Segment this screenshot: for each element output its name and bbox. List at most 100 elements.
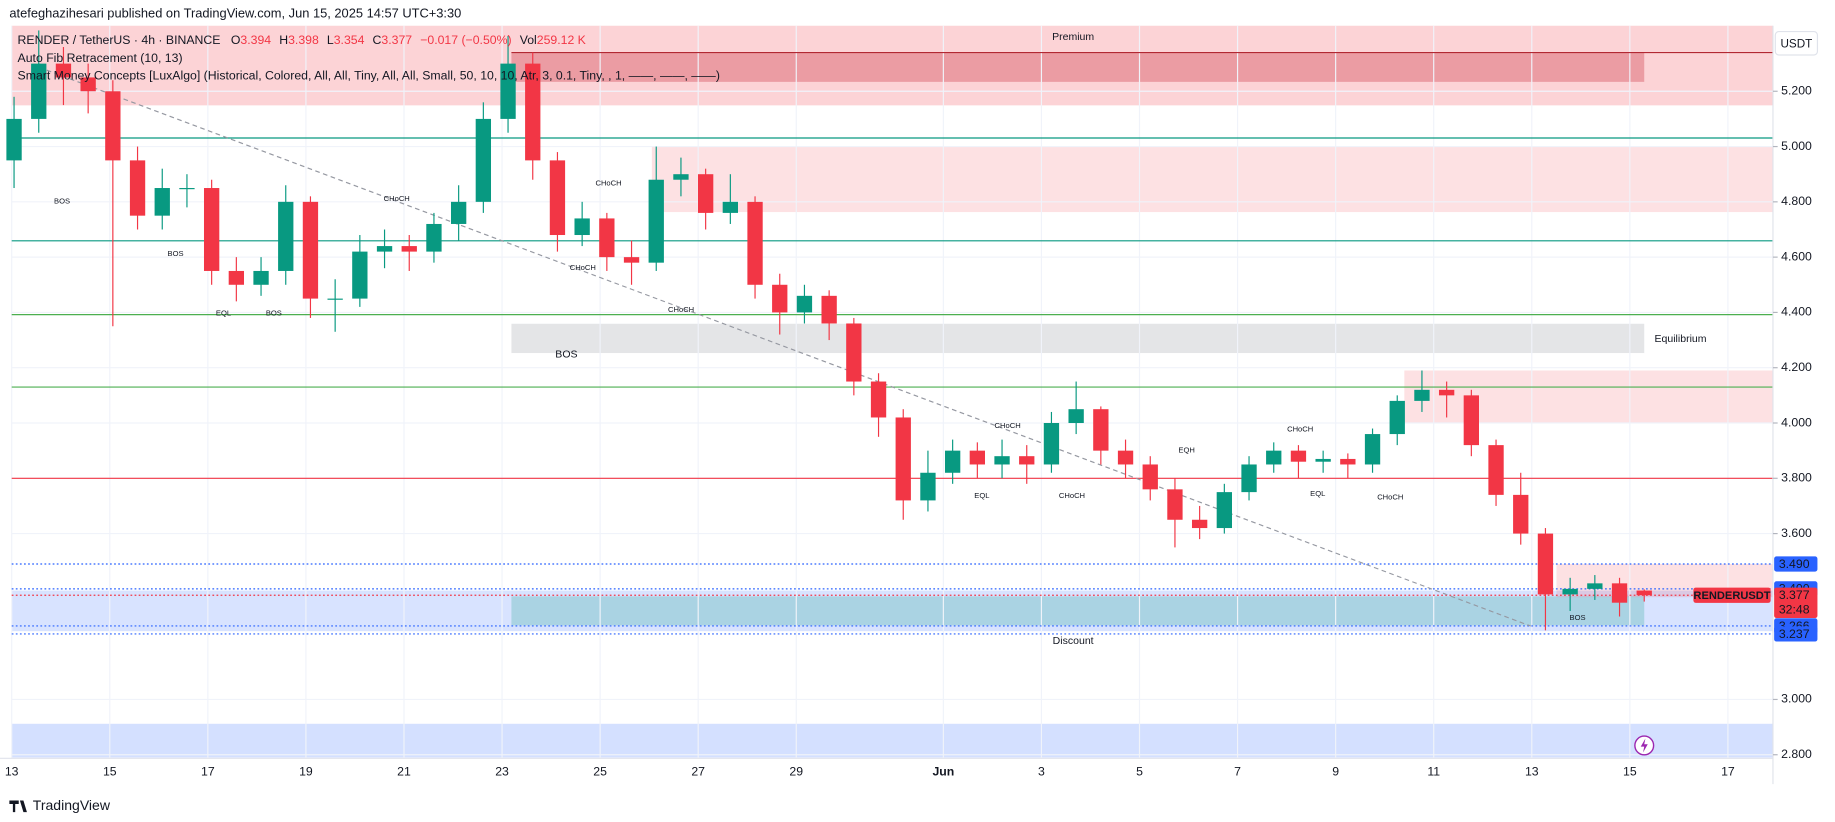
candles <box>6 30 1652 631</box>
zone <box>651 146 1773 213</box>
candle-body <box>1562 588 1578 595</box>
candle-body <box>1216 492 1232 529</box>
publisher: atefeghazihesari published on TradingVie… <box>9 5 461 20</box>
zone <box>511 323 1645 354</box>
x-tick-label: 11 <box>1427 765 1440 779</box>
candle-body <box>401 246 417 252</box>
indicator[interactable]: Smart Money Concepts [LuxAlgo] (Historic… <box>18 68 720 82</box>
y-tick-label: 5.000 <box>1781 139 1812 153</box>
candle-body <box>796 295 813 313</box>
symbol-tag <box>1693 587 1771 603</box>
axes: 2.800 3.000 3.600 3.800 4.000 4.200 4.400 4.600… <box>5 84 1818 779</box>
currency-box[interactable] <box>1774 31 1819 56</box>
candle-body <box>450 201 467 224</box>
candle-body <box>327 298 343 300</box>
x-tick-label: 21 <box>397 765 411 779</box>
price-tag <box>1774 556 1818 572</box>
candle-body <box>1488 445 1504 495</box>
candle-body <box>278 201 294 271</box>
candle-body <box>1463 395 1479 446</box>
zone-label: Discount <box>1053 635 1094 647</box>
x-tick-label: 13 <box>5 765 19 779</box>
y-tick-label: 4.000 <box>1781 415 1812 429</box>
candle-body <box>203 188 220 271</box>
candle-body <box>228 270 245 285</box>
x-tick-label: 17 <box>1721 765 1735 779</box>
candle-body <box>673 174 689 180</box>
x-tick-label: 17 <box>201 765 215 779</box>
candle-body <box>549 160 566 236</box>
candle-body <box>1241 464 1257 493</box>
x-tick-label: 23 <box>495 765 509 779</box>
structure-label: CHoCH <box>1377 492 1403 501</box>
open-label: O <box>231 33 241 47</box>
candle-body <box>994 456 1010 465</box>
y-tick-label: 5.200 <box>1781 84 1812 98</box>
x-tick-label: 5 <box>1136 765 1143 779</box>
y-tick-label: 3.800 <box>1781 471 1812 485</box>
candle-body <box>1636 590 1652 596</box>
price-tag-label: 3.490 <box>1779 557 1810 571</box>
candle-body <box>525 63 541 161</box>
candle-body <box>1167 489 1183 520</box>
candle-body <box>1315 458 1331 462</box>
low-value: 3.354 <box>334 33 365 47</box>
y-tick-label: 4.600 <box>1781 249 1812 263</box>
structure-label: BOS <box>266 309 282 318</box>
symbol-tag-label: RENDERUSDT <box>1693 590 1770 602</box>
structure-label: CHoCH <box>595 179 621 188</box>
candle-body <box>6 118 22 161</box>
candle-body <box>80 77 96 92</box>
candle-body <box>129 160 146 216</box>
candle-body <box>179 188 195 190</box>
legend: RENDER / TetherUS · 4h · BINANCE O3.394 … <box>18 33 587 47</box>
candle-body <box>895 417 911 501</box>
candle-body <box>1093 409 1109 451</box>
structure-label: EQL <box>216 309 231 318</box>
structure-label: CHoCH <box>1287 424 1313 433</box>
candle-body <box>376 246 393 252</box>
candle-body <box>846 323 862 382</box>
candle-body <box>1142 464 1158 490</box>
candle-body <box>1117 450 1134 465</box>
structure-label: EQL <box>1310 489 1325 498</box>
y-tick-label: 4.800 <box>1781 194 1812 208</box>
candle-body <box>1438 389 1455 396</box>
x-tick-label: 3 <box>1038 765 1045 779</box>
candle-body <box>623 257 640 263</box>
candle-body <box>1537 533 1554 595</box>
candle-body <box>920 472 936 501</box>
indicator[interactable]: Auto Fib Retracement (10, 13) <box>18 51 183 65</box>
open-value: 3.394 <box>240 33 271 47</box>
structure-label: CHoCH <box>995 421 1021 430</box>
volume-label: Vol <box>520 33 537 47</box>
candle-body <box>574 218 590 236</box>
x-tick-label: 19 <box>299 765 313 779</box>
zone <box>11 590 1773 632</box>
x-tick-label: 13 <box>1525 765 1539 779</box>
grid <box>11 25 1773 759</box>
candle-body <box>426 223 442 252</box>
candle-body <box>154 188 170 216</box>
levels <box>11 51 1773 635</box>
structure-label: BOS <box>555 348 577 360</box>
y-tick-label: 4.400 <box>1781 305 1812 319</box>
candle-body <box>1290 450 1307 462</box>
zone-label: Equilibrium <box>1655 333 1707 345</box>
structure-label: BOS <box>1570 613 1586 622</box>
zones: Premium Equilibrium Discount <box>11 25 1773 758</box>
candle-body <box>1587 583 1603 589</box>
candle-body <box>697 174 714 213</box>
candle-body <box>1019 456 1035 465</box>
close-label: C <box>373 33 382 47</box>
x-tick-label: 7 <box>1234 765 1241 779</box>
candle-body <box>1043 423 1060 465</box>
candle-body <box>105 91 121 161</box>
annotations: BOS BOS EQL BOS CHoCH CHoCH CHoCH CHoCH BOS CHoCH… <box>54 179 1586 622</box>
y-tick-label: 3.600 <box>1781 526 1812 540</box>
candle-body <box>747 201 763 285</box>
candle-body <box>475 118 492 202</box>
candle-body <box>648 179 664 263</box>
